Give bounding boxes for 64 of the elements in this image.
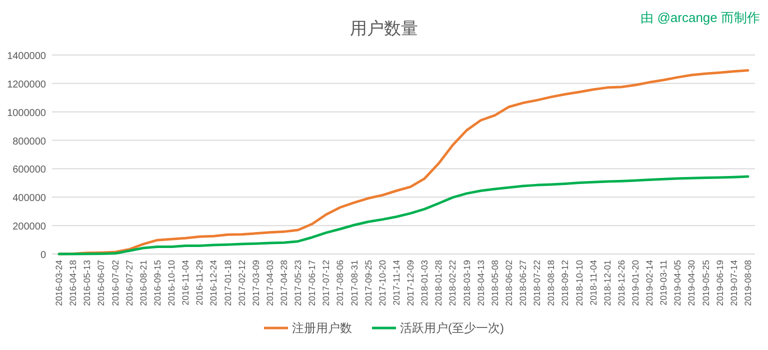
x-tick-label: 2016-09-15 [152, 260, 162, 306]
x-tick-label: 2016-08-21 [138, 260, 148, 306]
x-tick-label: 2018-01-28 [434, 260, 444, 306]
x-tick-label: 2016-07-02 [110, 260, 120, 306]
line-series [58, 69, 750, 256]
x-tick-label: 2016-05-13 [82, 260, 92, 306]
x-tick-label: 2017-04-28 [278, 260, 289, 306]
text: 由 @arcange 而制作 [640, 10, 760, 25]
x-tick-label: 2018-09-12 [560, 260, 570, 306]
x-tick-label: 2017-04-03 [264, 260, 275, 306]
x-tick-label: 2017-08-31 [349, 260, 360, 306]
legend-label: 注册用户数 [292, 321, 352, 335]
x-tick-label: 2017-12-09 [406, 260, 416, 306]
y-tick-label: 800000 [12, 136, 46, 148]
x-tick-label: 2017-02-12 [236, 260, 247, 306]
x-tick-label: 2019-08-08 [742, 260, 753, 306]
y-tick-label: 1000000 [7, 108, 46, 119]
x-tick-label: 2017-11-14 [391, 260, 402, 306]
x-tick-label: 2017-10-20 [377, 260, 388, 306]
x-tick-label: 2017-03-09 [250, 260, 261, 306]
x-tick-label: 2016-12-24 [208, 260, 219, 306]
x-tick-label: 2019-04-05 [672, 260, 683, 306]
x-tick-label: 2018-07-22 [532, 260, 542, 306]
y-tick-label: 1400000 [7, 51, 46, 62]
x-tick-label: 2017-01-18 [222, 260, 233, 306]
legend-label: 活跃用户(至少一次) [400, 321, 504, 335]
x-tick-label: 2016-04-18 [68, 260, 78, 306]
x-tick-label: 2018-12-26 [616, 260, 626, 306]
x-tick-label: 2018-01-03 [420, 260, 430, 306]
y-tick-label: 600000 [12, 164, 46, 176]
x-tick-label: 2016-11-04 [180, 260, 191, 306]
x-tick-label: 2019-02-14 [644, 260, 655, 306]
x-tick-label: 2019-04-30 [686, 260, 697, 306]
x-tick-label: 2018-04-13 [476, 260, 486, 306]
x-tick-label: 2018-06-27 [518, 260, 528, 306]
x-tick-label: 2019-03-11 [658, 260, 669, 306]
x-tick-label: 2019-07-14 [728, 260, 739, 306]
chart-title: 用户数量 [350, 19, 418, 38]
y-tick-label: 400000 [12, 193, 46, 204]
x-tick-label: 2018-03-19 [462, 260, 472, 306]
x-tick-label: 2018-02-22 [448, 260, 458, 306]
x-tick-label: 2016-03-24 [54, 260, 64, 306]
x-tick-label: 2016-11-29 [194, 260, 205, 306]
x-tick-label: 2017-09-25 [363, 260, 374, 306]
x-tick-label: 2018-08-18 [546, 260, 556, 306]
y-tick-label: 1200000 [7, 79, 46, 90]
x-tick-label: 2016-06-07 [96, 260, 106, 306]
line-series [58, 175, 750, 256]
y-tick-label: 0 [40, 250, 46, 261]
x-tick-label: 2019-01-20 [630, 260, 640, 306]
x-tick-label: 2017-08-06 [335, 260, 346, 306]
x-tick-label: 2018-05-08 [490, 260, 500, 306]
x-tick-label: 2017-05-23 [293, 260, 304, 306]
x-tick-label: 2019-06-19 [714, 260, 725, 306]
x-tick-label: 2018-10-10 [574, 260, 584, 306]
x-tick-label: 2018-11-04 [588, 260, 598, 306]
x-tick-label: 2017-07-12 [321, 260, 332, 306]
x-tick-label: 2016-07-27 [124, 260, 134, 306]
x-tick-label: 2018-12-01 [602, 260, 612, 306]
x-tick-label: 2017-06-17 [307, 260, 318, 306]
x-tick-label: 2018-06-02 [504, 260, 514, 306]
x-tick-label: 2016-10-10 [166, 260, 177, 306]
y-tick-label: 200000 [12, 222, 46, 233]
x-tick-label: 2019-05-25 [700, 260, 711, 306]
